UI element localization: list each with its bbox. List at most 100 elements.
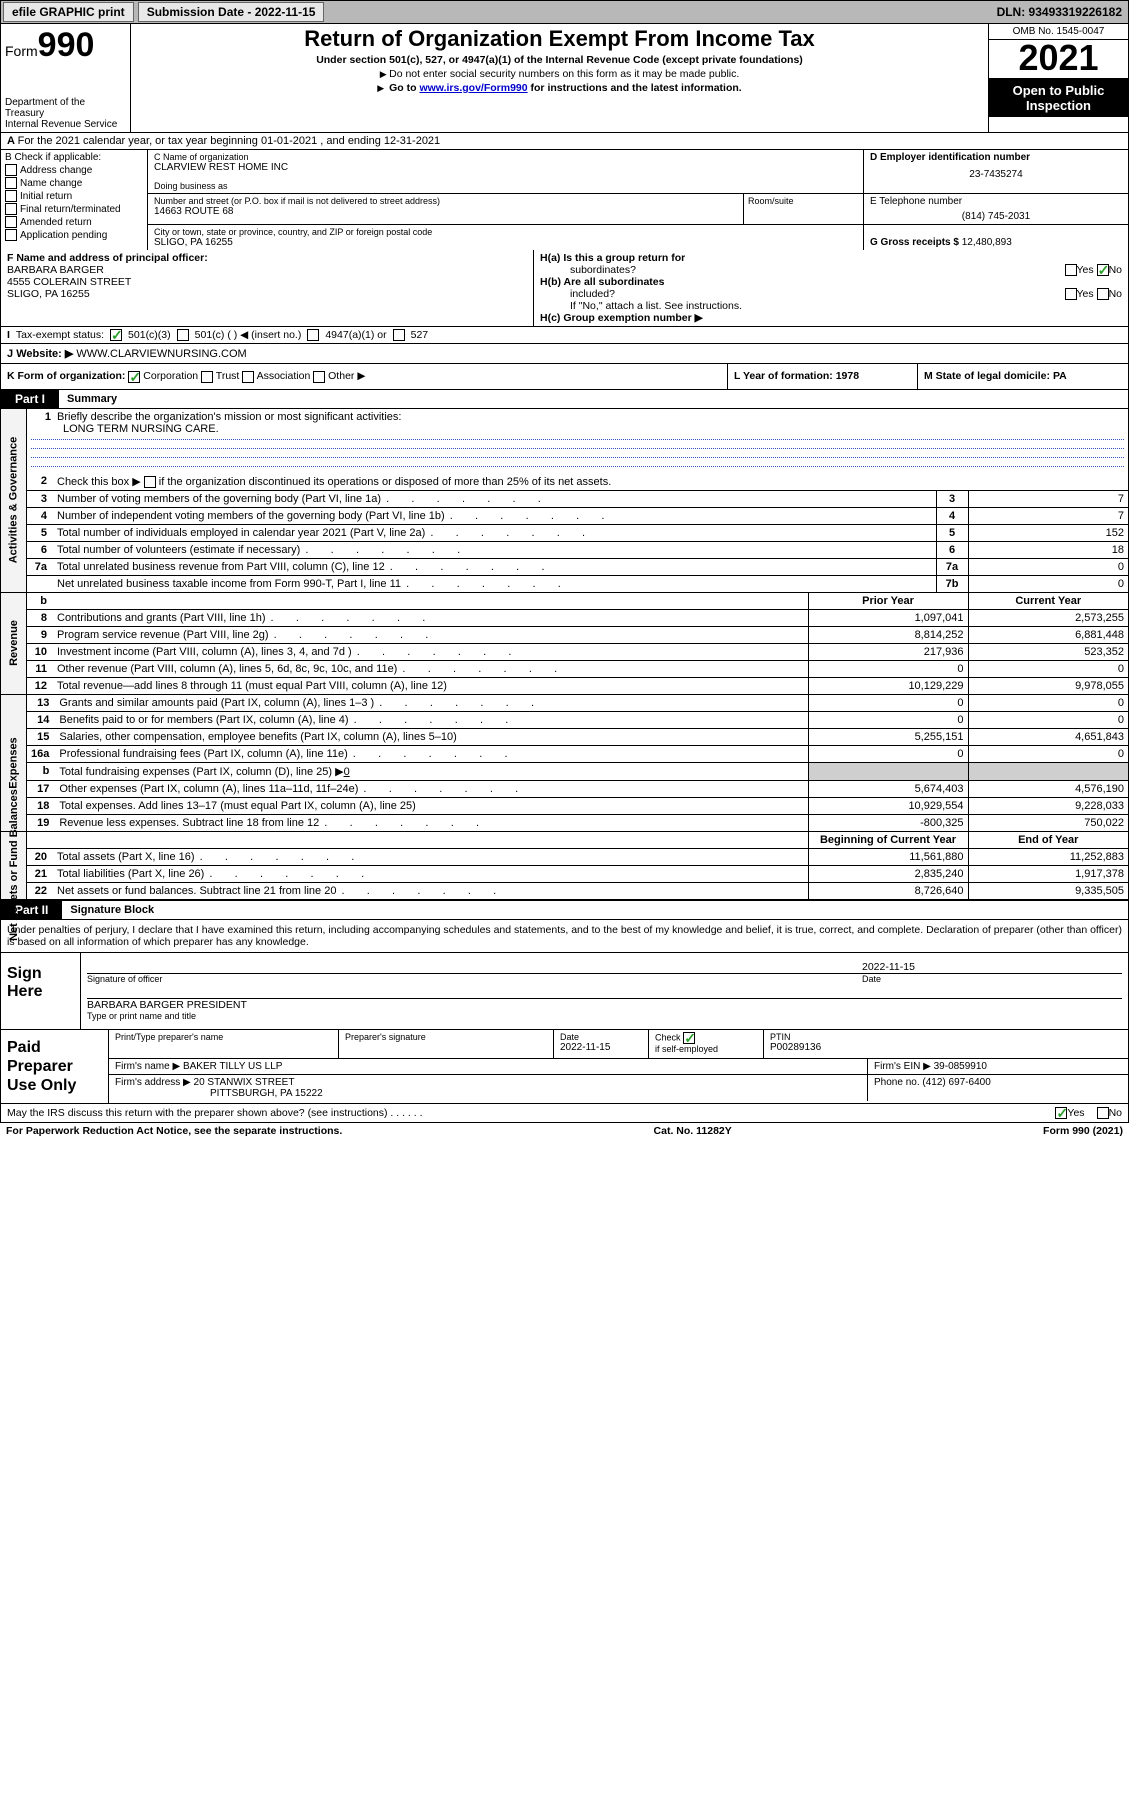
- dept-treasury: Department of the Treasury Internal Reve…: [5, 97, 126, 130]
- discuss-no-checkbox[interactable]: [1097, 1107, 1109, 1119]
- prep-date: 2022-11-15: [560, 1042, 642, 1053]
- i-527-checkbox[interactable]: [393, 329, 405, 341]
- line-21-end: 1,917,378: [968, 865, 1128, 882]
- firm-addr1: 20 STANWIX STREET: [194, 1077, 295, 1088]
- check-initial-return[interactable]: [5, 190, 17, 202]
- row-i-tax-status: I Tax-exempt status: 501(c)(3) 501(c) ( …: [0, 327, 1129, 344]
- line-7b-num: [27, 575, 53, 592]
- check-amended-return[interactable]: [5, 216, 17, 228]
- line-14-cur: 0: [968, 711, 1128, 728]
- gov-table: 2 Check this box ▶ if the organization d…: [27, 473, 1128, 592]
- i-501c3-checkbox[interactable]: [110, 329, 122, 341]
- row-j-website: J Website: ▶ WWW.CLARVIEWNURSING.COM: [0, 344, 1129, 364]
- line-22-end: 9,335,505: [968, 882, 1128, 899]
- sign-here-label: Sign Here: [1, 953, 81, 1029]
- instructions-link-line: Go to www.irs.gov/Form990 for instructio…: [137, 82, 982, 94]
- d-ein-label: D Employer identification number: [870, 152, 1122, 163]
- check-application-pending[interactable]: [5, 229, 17, 241]
- top-bar: efile GRAPHIC print Submission Date - 20…: [0, 0, 1129, 24]
- officer-group-grid: F Name and address of principal officer:…: [0, 250, 1129, 327]
- line-15-prior: 5,255,151: [808, 728, 968, 745]
- line-7a-text: Total unrelated business revenue from Pa…: [53, 558, 936, 575]
- c-dba-label: Doing business as: [154, 181, 857, 191]
- line-22: Net assets or fund balances. Subtract li…: [53, 882, 808, 899]
- k-corp-checkbox[interactable]: [128, 371, 140, 383]
- line-13: Grants and similar amounts paid (Part IX…: [55, 695, 808, 712]
- ha-line2: subordinates? Yes No: [540, 264, 1122, 276]
- line-16a-prior: 0: [808, 745, 968, 762]
- i-501c-checkbox[interactable]: [177, 329, 189, 341]
- c-room-suite: Room/suite: [743, 194, 863, 224]
- k-assoc-checkbox[interactable]: [242, 371, 254, 383]
- check-address-change[interactable]: [5, 164, 17, 176]
- line-2-text: Check this box ▶ if the organization dis…: [53, 473, 1128, 491]
- org-info-grid: B Check if applicable: Address change Na…: [0, 150, 1129, 250]
- k-trust-checkbox[interactable]: [201, 371, 213, 383]
- part1-tag: Part I: [1, 390, 59, 408]
- line-1-answer: LONG TERM NURSING CARE.: [31, 423, 1124, 435]
- firm-ein: 39-0859910: [934, 1061, 987, 1072]
- discuss-yes-checkbox[interactable]: [1055, 1107, 1067, 1119]
- line-16a: Professional fundraising fees (Part IX, …: [55, 745, 808, 762]
- part1-header: Part I Summary: [0, 390, 1129, 409]
- f-label: F Name and address of principal officer:: [7, 252, 527, 264]
- form-title: Return of Organization Exempt From Incom…: [137, 26, 982, 52]
- l-year-formation: L Year of formation: 1978: [728, 364, 918, 388]
- ha-no-checkbox[interactable]: [1097, 264, 1109, 276]
- line-9: Program service revenue (Part VIII, line…: [53, 626, 808, 643]
- hb-yes-checkbox[interactable]: [1065, 288, 1077, 300]
- submission-date-button[interactable]: Submission Date - 2022-11-15: [138, 2, 325, 22]
- e-phone-label: E Telephone number: [870, 196, 1122, 207]
- line-11-prior: 0: [808, 660, 968, 677]
- line-6-val: 18: [968, 541, 1128, 558]
- hb-note: If "No," attach a list. See instructions…: [540, 300, 1122, 312]
- end-year-header: End of Year: [968, 832, 1128, 849]
- g-gross-receipts: G Gross receipts $ 12,480,893: [870, 237, 1012, 248]
- line-10-prior: 217,936: [808, 643, 968, 660]
- line-1-num: 1: [31, 411, 57, 423]
- col-b-checkboxes: B Check if applicable: Address change Na…: [1, 150, 148, 250]
- hb-no-checkbox[interactable]: [1097, 288, 1109, 300]
- line-16b-cur: [968, 762, 1128, 780]
- i-4947-checkbox[interactable]: [307, 329, 319, 341]
- firm-ein-label: Firm's EIN ▶: [874, 1061, 931, 1072]
- col-b-label: B Check if applicable:: [5, 152, 143, 163]
- part1-title: Summary: [59, 391, 125, 407]
- line-20-beg: 11,561,880: [808, 848, 968, 865]
- line-2-num: 2: [27, 473, 53, 491]
- line-18-cur: 9,228,033: [968, 797, 1128, 814]
- ha-line: H(a) Is this a group return for: [540, 252, 1122, 264]
- k-other-checkbox[interactable]: [313, 371, 325, 383]
- open-inspection: Open to PublicInspection: [989, 79, 1128, 117]
- ha-yes-checkbox[interactable]: [1065, 264, 1077, 276]
- signature-block: Under penalties of perjury, I declare th…: [0, 920, 1129, 1030]
- check-final-return[interactable]: [5, 203, 17, 215]
- prep-h2: Preparer's signature: [345, 1032, 547, 1042]
- gov-section: Activities & Governance 1 Briefly descri…: [0, 409, 1129, 593]
- dln-text: DLN: 93493319226182: [997, 5, 1128, 19]
- line-19-cur: 750,022: [968, 814, 1128, 831]
- line-17: Other expenses (Part IX, column (A), lin…: [55, 780, 808, 797]
- line-6-text: Total number of volunteers (estimate if …: [53, 541, 936, 558]
- form-footer: Form 990 (2021): [1043, 1125, 1123, 1137]
- exp-section: Expenses 13Grants and similar amounts pa…: [0, 695, 1129, 832]
- firm-phone-label: Phone no.: [874, 1077, 920, 1088]
- prep-self-employed-checkbox[interactable]: [683, 1032, 695, 1044]
- c-city-value: SLIGO, PA 16255: [154, 237, 857, 248]
- line-7b-val: 0: [968, 575, 1128, 592]
- firm-phone: (412) 697-6400: [922, 1077, 990, 1088]
- prep-h4b: if self-employed: [655, 1044, 757, 1054]
- efile-print-button[interactable]: efile GRAPHIC print: [3, 2, 134, 22]
- line-2-checkbox[interactable]: [144, 476, 156, 488]
- irs-link[interactable]: www.irs.gov/Form990: [419, 82, 527, 94]
- line-11: Other revenue (Part VIII, column (A), li…: [53, 660, 808, 677]
- line-4-num: 4: [27, 507, 53, 524]
- side-gov: Activities & Governance: [1, 409, 27, 592]
- line-8-cur: 2,573,255: [968, 609, 1128, 626]
- check-name-change[interactable]: [5, 177, 17, 189]
- firm-addr-label: Firm's address ▶: [115, 1077, 191, 1088]
- line-20-end: 11,252,883: [968, 848, 1128, 865]
- footer-final: For Paperwork Reduction Act Notice, see …: [0, 1123, 1129, 1139]
- prep-h4: Check: [655, 1032, 681, 1042]
- line-15: Salaries, other compensation, employee b…: [55, 728, 808, 745]
